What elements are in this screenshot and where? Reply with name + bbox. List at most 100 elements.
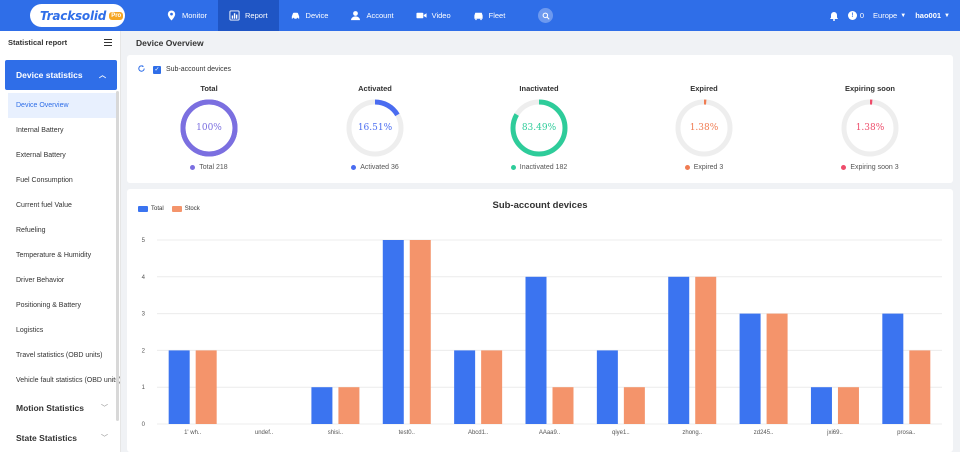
nav-report[interactable]: Report — [218, 0, 279, 31]
bar-total[interactable] — [810, 387, 832, 424]
bar-stock[interactable] — [766, 313, 788, 424]
bar-total[interactable] — [668, 276, 690, 424]
x-tick-label: prosa.. — [897, 430, 916, 436]
stat-legend-text: Expired 3 — [693, 164, 724, 171]
stat-ring: 16.51% — [345, 98, 405, 158]
stat-legend: Expired 3 — [644, 164, 764, 171]
bar-total[interactable] — [382, 240, 404, 424]
chart-title: Sub-account devices — [492, 200, 588, 211]
x-tick-label: undef.. — [255, 430, 274, 436]
bar-stock[interactable] — [623, 387, 645, 424]
chevron-down-icon: ﹀ — [101, 435, 108, 442]
bar-total[interactable] — [525, 276, 547, 424]
brand-logo[interactable]: Tracksolid Pro — [30, 4, 125, 27]
refresh-button[interactable] — [137, 64, 146, 75]
stat-legend-text: Inactivated 182 — [519, 164, 568, 171]
vehicle-icon — [474, 12, 483, 21]
bar-stock[interactable] — [552, 387, 574, 424]
nav-monitor[interactable]: Monitor — [155, 0, 218, 31]
nav-device[interactable]: Device — [279, 0, 340, 31]
bar-stock[interactable] — [195, 350, 217, 424]
sidebar-item-logistics[interactable]: Logistics — [16, 327, 44, 334]
legend-dot — [351, 165, 357, 170]
search-icon — [542, 12, 550, 20]
bar-stock[interactable] — [695, 276, 717, 424]
bar-stock[interactable] — [837, 387, 859, 424]
x-tick-label: AAaa9.. — [539, 430, 561, 436]
user-icon — [351, 11, 361, 21]
nav-label: Device — [305, 11, 329, 20]
stat-legend-text: Expiring soon 3 — [850, 164, 899, 171]
nav-video[interactable]: Video — [405, 0, 462, 31]
sidebar-item-travel-statistics[interactable]: Travel statistics (OBD units) — [16, 352, 103, 359]
message-count: 0 — [859, 11, 865, 20]
bar-stock[interactable] — [909, 350, 931, 424]
stat-ring: 83.49% — [509, 98, 569, 158]
logo-text: Tracksolid — [40, 8, 107, 23]
nav-label: Account — [366, 11, 394, 20]
notification-bell[interactable] — [829, 11, 839, 21]
ring-chart — [841, 99, 899, 157]
nav-label: Video — [431, 11, 451, 20]
stat-expiring-soon: Expiring soon 1.38% Expiring soon 3 — [810, 84, 930, 171]
legend-label: Total — [151, 206, 164, 212]
top-right-controls: ! 0 Europe ▼ hao001 ▼ — [820, 0, 950, 31]
sidebar-group-state-statistics[interactable]: State Statistics ﹀ — [0, 423, 120, 452]
legend-dot — [190, 165, 196, 170]
x-tick-label: jxi69.. — [826, 430, 843, 436]
nav-fleet[interactable]: Fleet — [462, 0, 517, 31]
ring-arc — [841, 99, 899, 157]
bar-stock[interactable] — [338, 387, 360, 424]
bar-total[interactable] — [882, 313, 904, 424]
stat-percent: 83.49% — [521, 123, 557, 133]
bar-stock[interactable] — [409, 240, 431, 424]
x-tick-label: zhong.. — [682, 430, 702, 436]
sidebar-item-device-overview[interactable]: Device Overview — [8, 93, 117, 118]
chevron-down-icon: ﹀ — [101, 405, 108, 412]
subaccount-checkbox[interactable]: ✓ — [153, 65, 161, 74]
sidebar-item-driver-behavior[interactable]: Driver Behavior — [16, 277, 65, 284]
message-counter[interactable]: ! 0 — [847, 11, 865, 20]
bar-stock[interactable] — [481, 350, 503, 424]
sidebar-scrollbar[interactable] — [116, 91, 119, 421]
stat-percent: 1.38% — [689, 123, 719, 133]
overview-card: ✓ Sub-account devices Total 100% Total 2… — [127, 55, 953, 183]
sidebar-section-device-statistics[interactable]: Device statistics ︿ — [5, 60, 117, 90]
caret-down-icon: ▼ — [900, 12, 907, 19]
sidebar-item-refueling[interactable]: Refueling — [16, 227, 46, 234]
y-tick-label: 4 — [142, 275, 146, 281]
stat-legend: Inactivated 182 — [479, 164, 599, 171]
sidebar-item-external-battery[interactable]: External Battery — [16, 152, 66, 159]
legend-swatch — [171, 206, 182, 212]
sidebar-item-vehicle-fault-statistics[interactable]: Vehicle fault statistics (OBD units) — [16, 377, 120, 384]
hamburger-menu-icon[interactable] — [104, 38, 112, 46]
sidebar-item-current-fuel-value[interactable]: Current fuel Value — [16, 202, 72, 209]
sidebar-item-fuel-consumption[interactable]: Fuel Consumption — [16, 177, 73, 184]
user-menu[interactable]: hao001 ▼ — [915, 11, 950, 20]
sidebar-group-motion-statistics[interactable]: Motion Statistics ﹀ — [0, 393, 120, 423]
legend-item-stock[interactable]: Stock — [171, 206, 200, 212]
nav-account[interactable]: Account — [339, 0, 404, 31]
nav-search-button[interactable] — [538, 8, 554, 23]
stat-title: Expiring soon — [844, 84, 895, 93]
y-tick-label: 1 — [142, 385, 146, 391]
bar-total[interactable] — [454, 350, 476, 424]
bar-total[interactable] — [311, 387, 333, 424]
bar-total[interactable] — [168, 350, 190, 424]
y-tick-label: 3 — [142, 312, 146, 318]
stat-title: Total — [200, 84, 218, 93]
region-select[interactable]: Europe ▼ — [873, 11, 906, 20]
sidebar-item-internal-battery[interactable]: Internal Battery — [16, 127, 64, 134]
legend-item-total[interactable]: Total — [138, 206, 164, 212]
stat-ring: 1.38% — [840, 98, 900, 158]
sidebar-item-positioning-battery[interactable]: Positioning & Battery — [16, 302, 81, 309]
video-camera-icon — [416, 12, 427, 19]
sidebar-item-temperature-humidity[interactable]: Temperature & Humidity — [16, 252, 92, 259]
ring-arc — [675, 99, 733, 157]
ring-arc — [346, 99, 404, 157]
nav-label: Monitor — [182, 11, 208, 20]
bar-total[interactable] — [739, 313, 761, 424]
stat-legend: Activated 36 — [315, 164, 435, 171]
bar-total[interactable] — [596, 350, 618, 424]
caret-down-icon: ▼ — [944, 12, 950, 19]
